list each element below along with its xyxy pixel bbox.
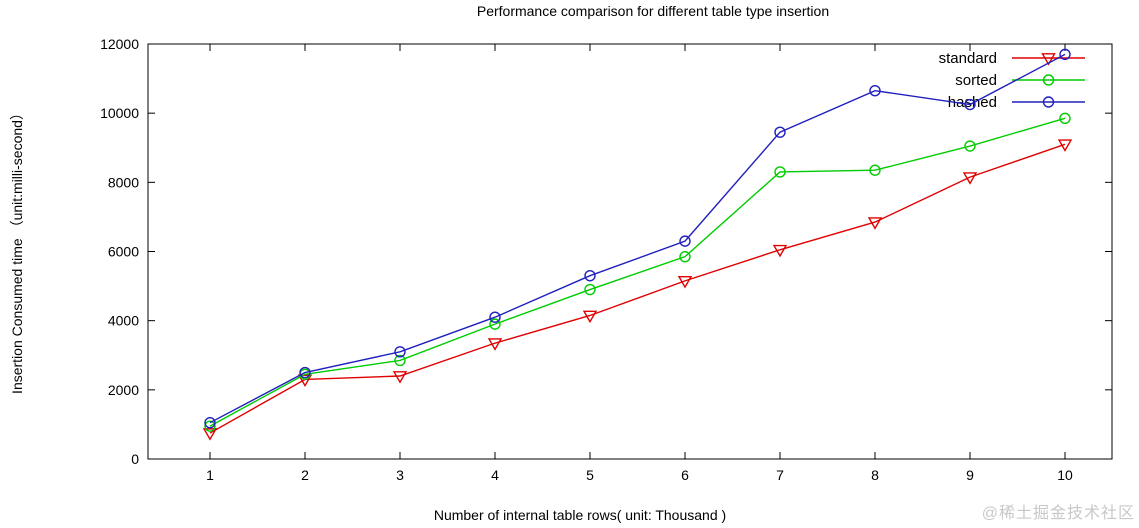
x-axis-label: Number of internal table rows( unit: Tho… — [433, 507, 727, 523]
y-tick-label: 6000 — [108, 244, 139, 260]
legend-label-standard: standard — [939, 50, 997, 67]
data-point-sorted — [394, 354, 406, 367]
legend-marker-sorted — [1042, 74, 1055, 86]
data-point-standard — [582, 310, 598, 324]
y-tick-label: 4000 — [108, 313, 139, 329]
data-point-standard — [962, 172, 978, 185]
x-tick-label: 4 — [491, 467, 499, 483]
chart-title: Performance comparison for different tab… — [476, 3, 830, 19]
series-line-hashed — [209, 53, 1066, 424]
data-point-hashed — [584, 270, 596, 282]
data-point-sorted — [584, 283, 596, 296]
data-point-hashed — [774, 126, 786, 138]
data-point-standard — [772, 244, 788, 258]
data-point-standard — [202, 428, 218, 441]
x-tick-label: 7 — [776, 467, 784, 483]
data-point-sorted — [679, 250, 691, 263]
x-tick-label: 6 — [681, 467, 689, 483]
y-axis-label: Insertion Consumed time （unit:milli-seco… — [9, 106, 25, 394]
data-point-sorted — [774, 166, 786, 178]
data-point-hashed — [964, 98, 976, 111]
x-tick-label: 2 — [301, 467, 309, 483]
y-tick-label: 8000 — [108, 174, 139, 190]
legend-marker-standard — [1041, 53, 1056, 66]
data-point-hashed — [679, 235, 691, 247]
x-tick-label: 9 — [966, 467, 974, 483]
data-point-standard — [392, 371, 408, 384]
data-point-standard — [677, 275, 693, 289]
y-tick-label: 2000 — [108, 382, 139, 398]
data-point-standard — [867, 217, 883, 230]
data-point-hashed — [299, 366, 311, 379]
y-tick-label: 10000 — [100, 105, 139, 121]
watermark: @稀土掘金技术社区 — [981, 505, 1135, 522]
y-tick-label: 12000 — [100, 36, 139, 52]
data-point-hashed — [394, 346, 406, 358]
data-point-hashed — [869, 84, 881, 97]
data-point-standard — [487, 338, 503, 351]
legend-label-sorted: sorted — [955, 72, 997, 89]
data-point-sorted — [1059, 112, 1071, 125]
legend-marker-hashed — [1042, 96, 1055, 108]
data-point-sorted — [204, 420, 216, 432]
x-tick-label: 1 — [206, 467, 214, 483]
data-point-hashed — [489, 311, 501, 323]
x-tick-label: 10 — [1057, 467, 1073, 483]
x-tick-label: 3 — [396, 467, 404, 483]
data-point-standard — [1057, 139, 1073, 152]
data-point-standard — [297, 374, 313, 388]
series-line-sorted — [209, 117, 1066, 427]
data-point-sorted — [869, 164, 881, 176]
x-tick-label: 5 — [586, 467, 594, 483]
series-line-standard — [209, 143, 1066, 434]
data-point-hashed — [204, 416, 216, 429]
data-point-sorted — [964, 140, 976, 152]
data-point-sorted — [489, 318, 501, 330]
x-tick-label: 8 — [871, 467, 879, 483]
y-tick-label: 0 — [131, 451, 139, 467]
data-point-hashed — [1059, 48, 1071, 61]
